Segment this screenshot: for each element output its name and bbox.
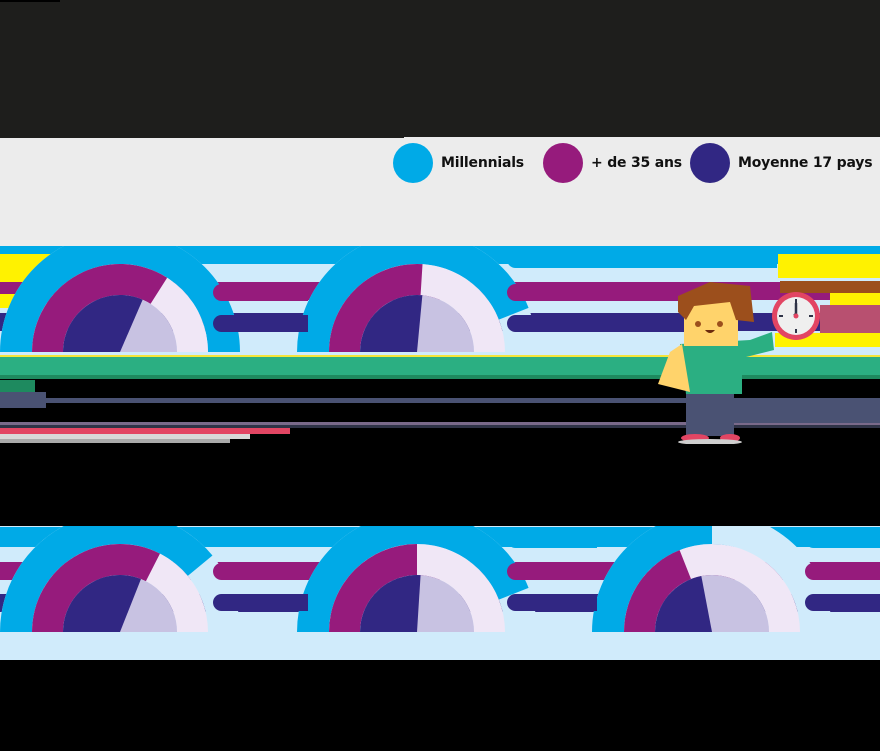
legend-band xyxy=(0,137,880,247)
value-pill-moyenne xyxy=(213,594,308,611)
gauge-arc--de-35-ans xyxy=(624,550,692,632)
plus35-swatch-icon xyxy=(543,143,583,183)
gauge-arc--de-35-ans xyxy=(32,264,168,352)
legend-item-moyenne: Moyenne 17 pays xyxy=(690,143,873,183)
millennials-swatch-icon xyxy=(393,143,433,183)
value-pill-plus35 xyxy=(805,563,880,580)
gauge-arc-moyenne-17-pays xyxy=(63,295,143,352)
streak-slate xyxy=(686,403,880,423)
header-notch xyxy=(0,0,60,2)
value-pill-millennials xyxy=(805,531,880,548)
gauge-arc-millennials xyxy=(297,511,529,632)
value-pill-moyenne xyxy=(805,594,880,611)
header-banner xyxy=(0,0,880,137)
value-pill-plus35 xyxy=(507,284,687,301)
legend-label: Millennials xyxy=(441,155,524,171)
gauge-arc-moyenne-17-pays xyxy=(360,295,423,352)
streak-green xyxy=(0,380,35,392)
sparkle-streak xyxy=(830,293,880,305)
gauge-arc-moyenne-17-pays xyxy=(63,575,141,632)
gauge-arc-moyenne-17-pays xyxy=(360,575,421,632)
gauge-svg xyxy=(0,231,240,352)
gauge-svg xyxy=(0,511,240,632)
gauge-arc-millennials xyxy=(0,512,213,632)
streak-gray xyxy=(0,434,250,439)
value-pill-moyenne xyxy=(507,315,687,332)
ground-band xyxy=(0,355,880,375)
gauge-arc-millennials xyxy=(592,512,712,632)
ground-shadow xyxy=(0,375,880,379)
streak-slate xyxy=(0,422,880,425)
value-pill-moyenne xyxy=(213,315,308,332)
streak-gray xyxy=(0,439,230,443)
value-pill-plus35 xyxy=(213,284,308,301)
gauge-arc--de-35-ans xyxy=(329,264,423,352)
value-pill-plus35 xyxy=(507,563,597,580)
redacted-footer xyxy=(0,660,880,751)
hair-streak xyxy=(780,281,880,293)
gauge-arc--de-35-ans xyxy=(32,544,160,632)
gauge-arc-moyenne-17-pays xyxy=(655,576,712,632)
gauge-arc--de-35-ans xyxy=(329,544,417,632)
legend-item-millennials: Millennials xyxy=(393,143,524,183)
gauge-arc-millennials xyxy=(297,231,529,352)
sparkle-streak xyxy=(778,254,880,278)
legend-item-plus35: + de 35 ans xyxy=(543,143,682,183)
person-with-clock-illustration xyxy=(658,282,820,444)
gauge-chart-1 xyxy=(0,231,240,360)
legend-label: Moyenne 17 pays xyxy=(738,155,873,171)
person-icon xyxy=(658,282,774,444)
legend-divider xyxy=(0,135,404,138)
clock-icon xyxy=(772,292,820,340)
clock-streak xyxy=(820,305,880,333)
gauge-chart-4 xyxy=(297,511,537,640)
value-pill-millennials xyxy=(507,251,777,268)
streak-light xyxy=(0,658,340,660)
streak-pink xyxy=(0,428,290,434)
redacted-pill xyxy=(296,431,336,443)
gauge-arc-millennials xyxy=(0,231,240,352)
gauge-chart-3 xyxy=(0,511,240,640)
legend-label: + de 35 ans xyxy=(591,155,682,171)
gauge-svg xyxy=(592,511,832,632)
value-pill-moyenne xyxy=(507,594,597,611)
gauge-svg xyxy=(297,511,537,632)
value-pill-millennials xyxy=(507,531,597,548)
gauge-chart-5 xyxy=(592,511,832,640)
streak-slate xyxy=(0,425,880,428)
moyenne-swatch-icon xyxy=(690,143,730,183)
value-pill-plus35 xyxy=(213,563,308,580)
gauge-chart-2 xyxy=(297,231,537,360)
streak-slate xyxy=(0,398,880,403)
gauge-svg xyxy=(297,231,537,352)
streak-slate xyxy=(0,392,46,408)
